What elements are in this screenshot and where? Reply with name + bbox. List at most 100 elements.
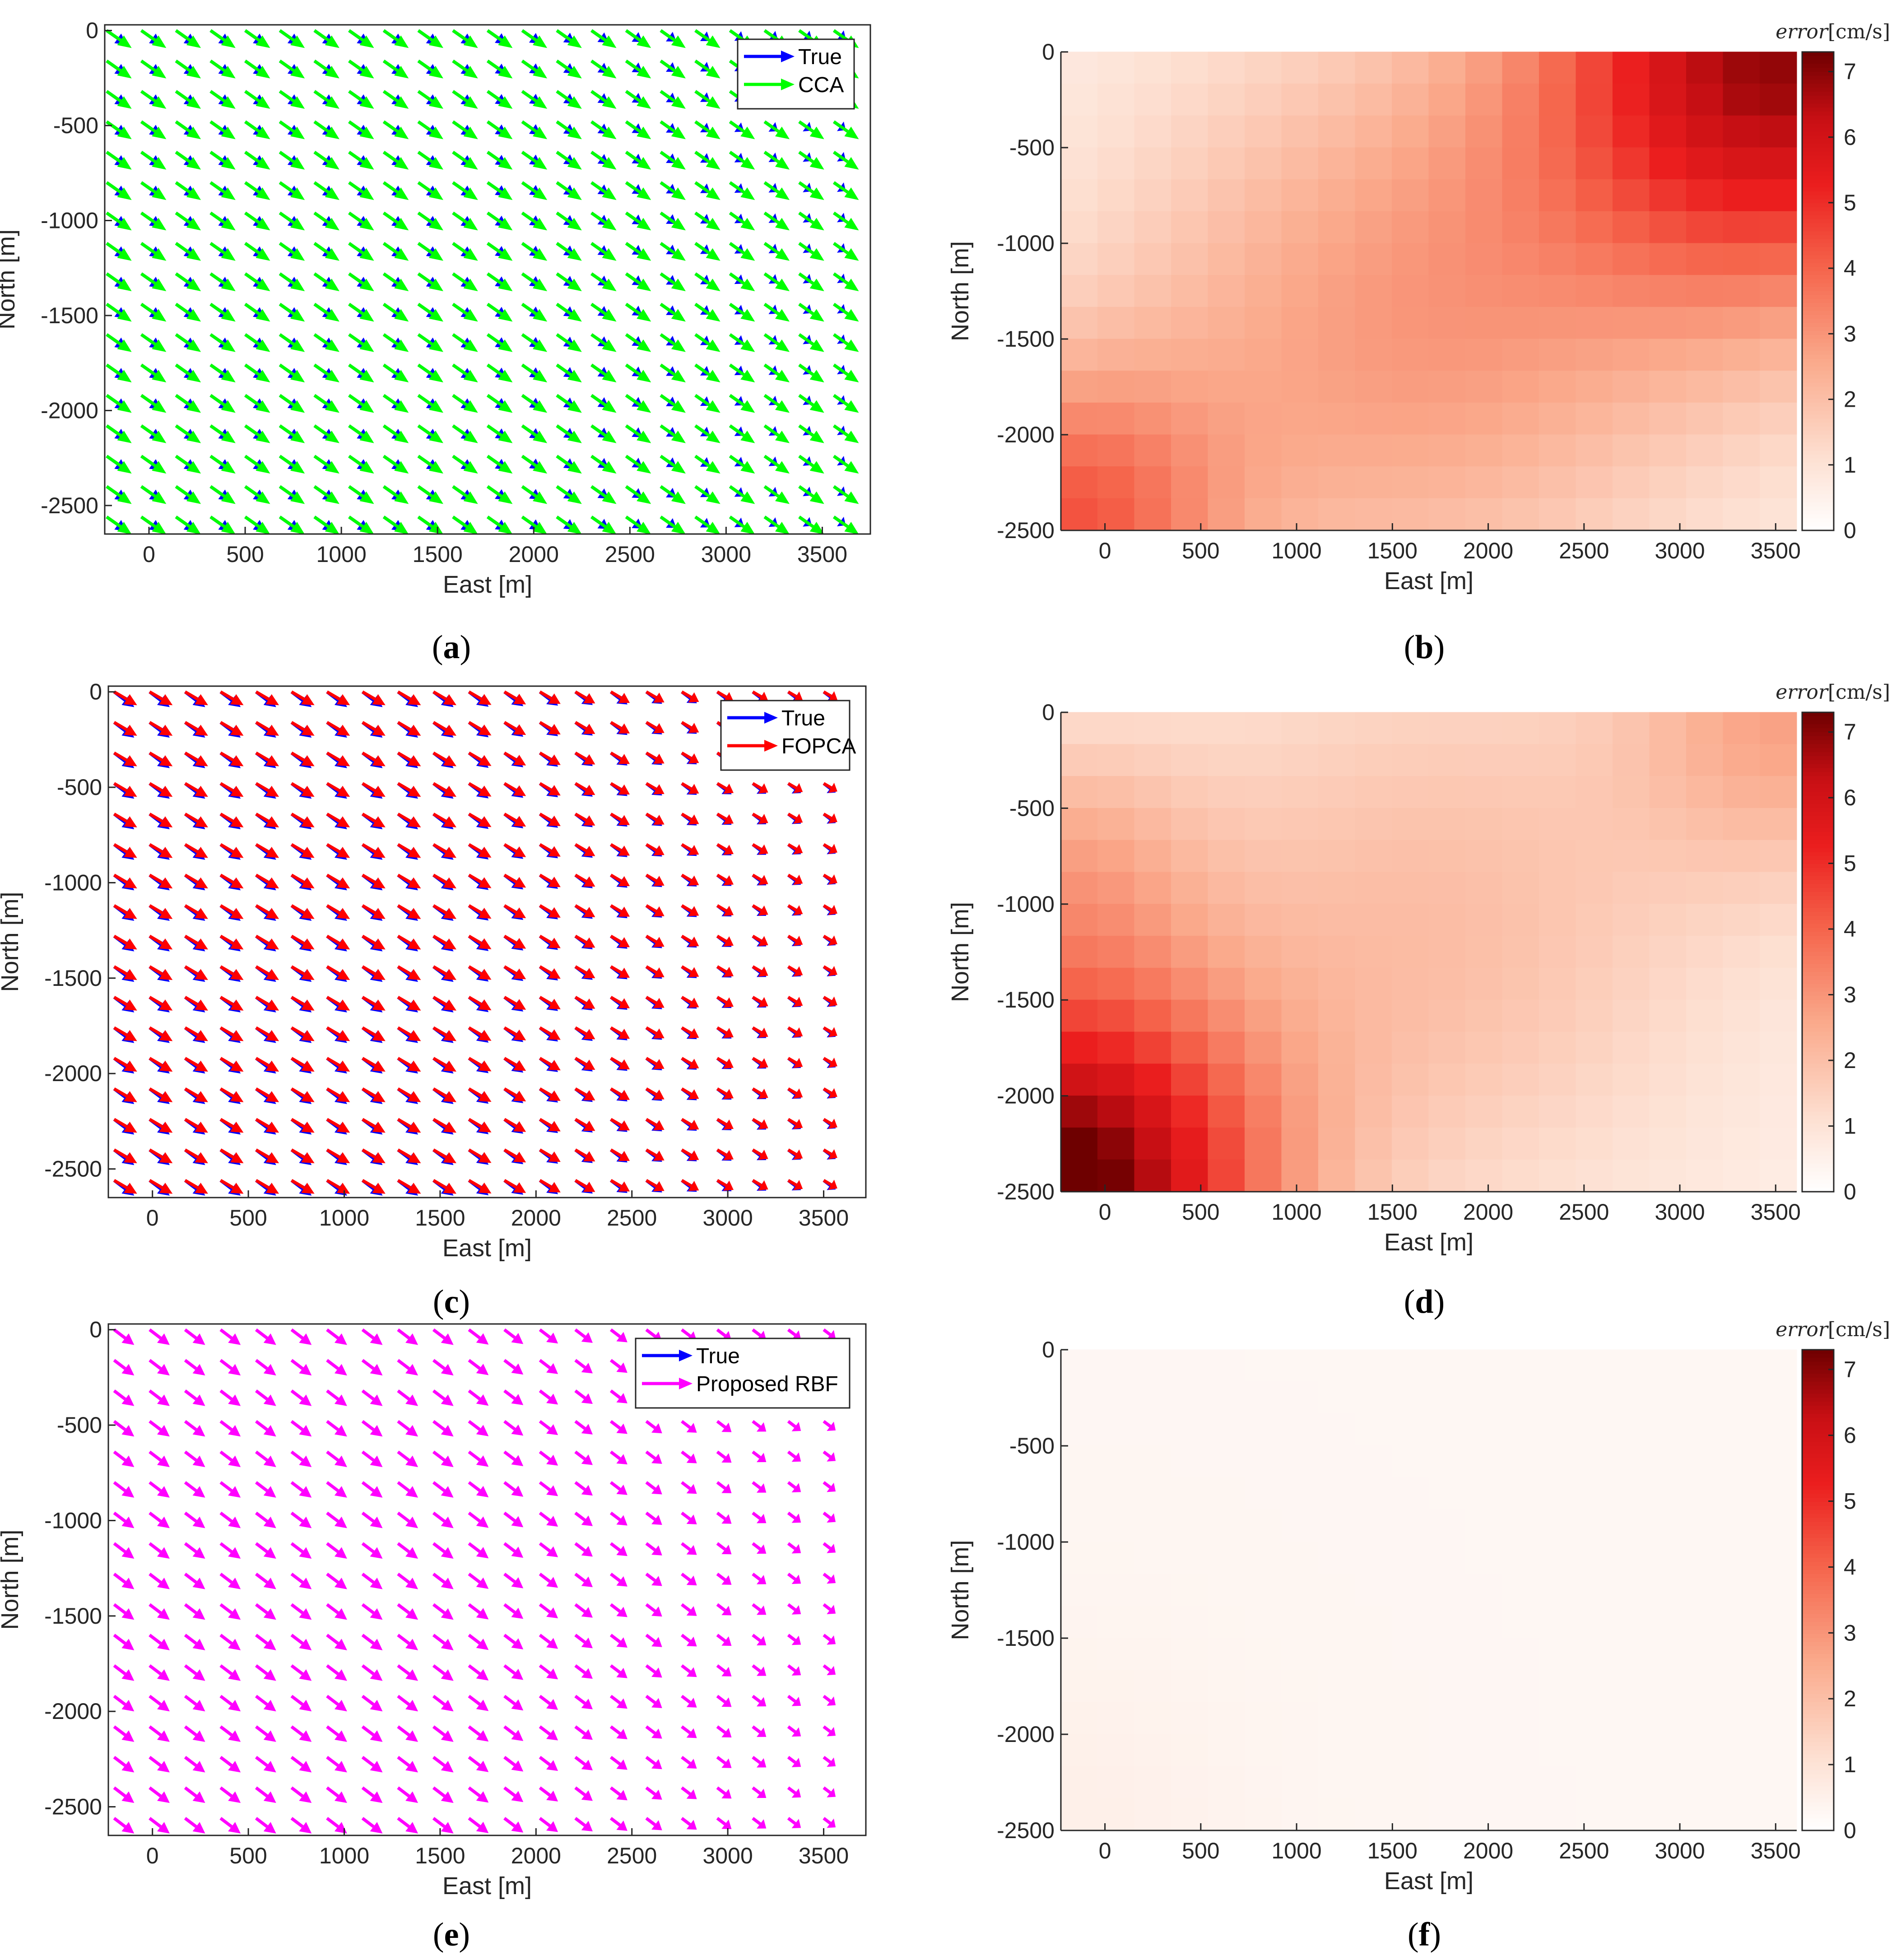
panel-d: 0 500 1000 1500 2000 2500 3000 35000-500-1000-1… xyxy=(947,681,1890,1320)
vector-arrow-shaft xyxy=(149,1664,162,1676)
vector-arrow-head xyxy=(195,1182,208,1194)
heatmap-cell xyxy=(1060,840,1098,873)
heatmap-cell xyxy=(1134,1349,1171,1382)
vector-arrow-shaft xyxy=(219,965,234,975)
vector-arrow-shaft xyxy=(326,1695,339,1706)
vector-arrow-head xyxy=(299,1516,312,1528)
x-tick-label: 1000 xyxy=(316,542,367,567)
y-tick-label: -1500 xyxy=(997,326,1055,352)
heatmap-cell xyxy=(1355,211,1392,244)
vector-arrow-head xyxy=(793,783,803,794)
vector-arrow-shaft xyxy=(361,1756,375,1767)
vector-arrow-head xyxy=(721,1697,732,1707)
vector-arrow-head xyxy=(533,370,548,383)
heatmap-cell xyxy=(1060,1445,1098,1478)
vector-arrow-head xyxy=(195,999,208,1011)
heatmap-cells xyxy=(1060,1349,1797,1831)
vector-arrow-head xyxy=(336,816,350,827)
colorbar-step xyxy=(1802,840,1834,845)
colorbar-step xyxy=(1802,235,1834,240)
vector-arrow-shaft xyxy=(219,1573,233,1584)
colorbar-step xyxy=(1802,339,1834,344)
vector-arrow-shaft xyxy=(729,516,745,528)
vector-arrow-shaft xyxy=(521,302,537,316)
vector-arrow-shaft xyxy=(694,120,711,133)
vector-arrow-shaft xyxy=(694,242,711,255)
vector-arrow-head xyxy=(117,218,132,231)
vector-arrow-shaft xyxy=(521,455,537,467)
heatmap-cell xyxy=(1723,1670,1760,1703)
heatmap-cell xyxy=(1318,243,1356,276)
vector-arrow-shaft xyxy=(609,1389,621,1399)
vector-arrow-head xyxy=(195,694,208,706)
vector-arrow-head xyxy=(230,694,244,706)
heatmap-cell xyxy=(1723,1064,1760,1096)
vector-arrow-head xyxy=(463,157,478,170)
vector-arrow-shaft xyxy=(763,363,780,376)
heatmap-cell xyxy=(1465,1096,1503,1128)
x-tick-label: 0 xyxy=(1099,1199,1111,1225)
heatmap-cell xyxy=(1392,115,1429,148)
vector-arrow-shaft xyxy=(290,1359,304,1370)
vector-arrow-head xyxy=(602,309,617,322)
heatmap-cell xyxy=(1502,115,1539,148)
vector-arrow-shaft xyxy=(290,1511,304,1523)
vector-arrow-head xyxy=(405,1730,418,1742)
vector-arrow-head xyxy=(290,370,305,383)
heatmap-cell xyxy=(1281,211,1319,244)
vector-arrow-head xyxy=(336,846,350,858)
heatmap-cell xyxy=(1428,999,1466,1032)
vector-arrow-head xyxy=(581,1332,593,1343)
vector-arrow-shaft xyxy=(209,272,226,285)
vector-arrow-shaft xyxy=(184,1634,197,1645)
heatmap-cell xyxy=(1686,147,1724,180)
vector-arrow-head xyxy=(511,1577,524,1588)
vector-arrow-shaft xyxy=(787,1603,796,1612)
vector-arrow-shaft xyxy=(279,302,295,316)
heatmap-cell xyxy=(1060,1606,1098,1639)
vector-arrow-shaft xyxy=(113,1817,126,1828)
vector-arrow-head xyxy=(478,877,492,888)
heatmap-cell xyxy=(1208,1127,1245,1160)
heatmap-cell xyxy=(1281,1159,1319,1192)
vector-arrow-head xyxy=(706,521,720,534)
vector-arrow-head xyxy=(265,969,279,980)
colorbar-step xyxy=(1802,1143,1834,1148)
vector-arrow-shaft xyxy=(113,1695,126,1706)
heatmap-cell xyxy=(1355,275,1392,307)
colorbar-step xyxy=(1802,980,1834,985)
vector-arrow-head xyxy=(441,1760,454,1773)
vector-arrow-shaft xyxy=(432,1026,447,1037)
heatmap-cell xyxy=(1318,1064,1356,1096)
heatmap-cell xyxy=(1760,1096,1797,1128)
vector-arrow-shaft xyxy=(255,904,270,915)
vector-arrow-head xyxy=(775,430,790,443)
vector-arrow-shaft xyxy=(625,424,641,437)
legend-box xyxy=(720,700,851,771)
vector-arrow-head xyxy=(581,1576,593,1588)
vector-arrow-shaft xyxy=(787,1573,796,1581)
vector-arrow-shaft xyxy=(716,996,727,1004)
vector-arrow-shaft xyxy=(787,965,797,973)
vector-arrow-head xyxy=(290,279,305,292)
vector-arrow-shaft xyxy=(219,782,234,792)
vector-arrow-shaft xyxy=(798,181,814,194)
vector-arrow-head xyxy=(809,430,824,443)
vector-arrow-shaft xyxy=(574,1481,586,1491)
vector-arrow-head xyxy=(325,309,339,322)
vector-arrow-head xyxy=(394,491,409,504)
colorbar-step xyxy=(1802,1087,1834,1092)
vector-arrow-head xyxy=(602,218,617,231)
vector-arrow-head xyxy=(498,35,513,48)
vector-arrow-head xyxy=(581,1454,593,1465)
vector-arrow-head xyxy=(441,1516,454,1528)
heatmap-cell xyxy=(1613,51,1650,84)
heatmap-cell xyxy=(1465,712,1503,745)
vector-arrow-shaft xyxy=(244,211,260,224)
vector-arrow-head xyxy=(637,521,651,534)
heatmap-cell xyxy=(1723,1031,1760,1064)
vector-arrow-head xyxy=(441,1669,454,1681)
vector-arrow-shaft xyxy=(184,813,199,823)
vector-arrow-shaft xyxy=(681,965,692,974)
vector-arrow-shaft xyxy=(729,485,745,498)
